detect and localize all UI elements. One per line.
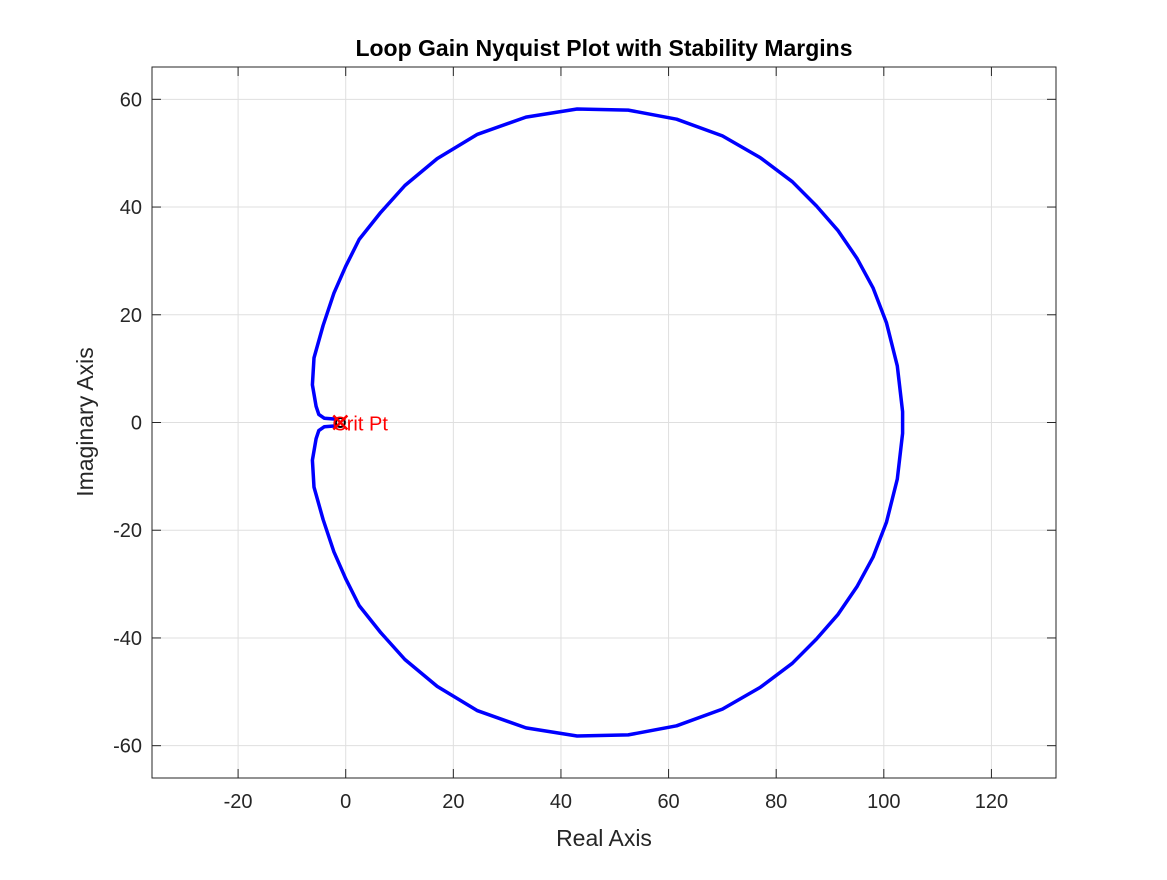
tick-marks	[152, 67, 1056, 778]
y-tick-label: -60	[113, 736, 142, 758]
x-tick-label: 80	[765, 791, 787, 813]
series-layer	[310, 107, 905, 738]
y-tick-label: 60	[120, 89, 142, 111]
x-tick-label: 100	[867, 791, 900, 813]
grid	[152, 67, 1056, 778]
x-tick-label: 60	[657, 791, 679, 813]
x-axis-label: Real Axis	[556, 825, 652, 851]
x-tick-labels: -20 0 20 40 60 80 100 120	[224, 791, 1008, 813]
chart-title: Loop Gain Nyquist Plot with Stability Ma…	[355, 35, 852, 61]
x-tick-label: 120	[975, 791, 1008, 813]
x-tick-label: 40	[550, 791, 572, 813]
x-tick-label: 0	[340, 791, 351, 813]
y-tick-label: -40	[113, 628, 142, 650]
critical-point-marker: Crit Pt	[332, 414, 388, 436]
y-tick-label: 0	[131, 413, 142, 435]
y-tick-label: 40	[120, 197, 142, 219]
critical-point-circle	[334, 417, 346, 428]
y-axis-label: Imaginary Axis	[72, 347, 98, 497]
y-tick-label: -20	[113, 520, 142, 542]
y-tick-label: 20	[120, 305, 142, 327]
nyquist-curve	[310, 107, 905, 738]
critical-point-label: Crit Pt	[332, 414, 388, 436]
x-tick-label: 20	[442, 791, 464, 813]
critical-point-x-mark	[332, 414, 349, 431]
y-tick-labels: -60 -40 -20 0 20 40 60	[113, 89, 142, 757]
x-tick-label: -20	[224, 791, 253, 813]
